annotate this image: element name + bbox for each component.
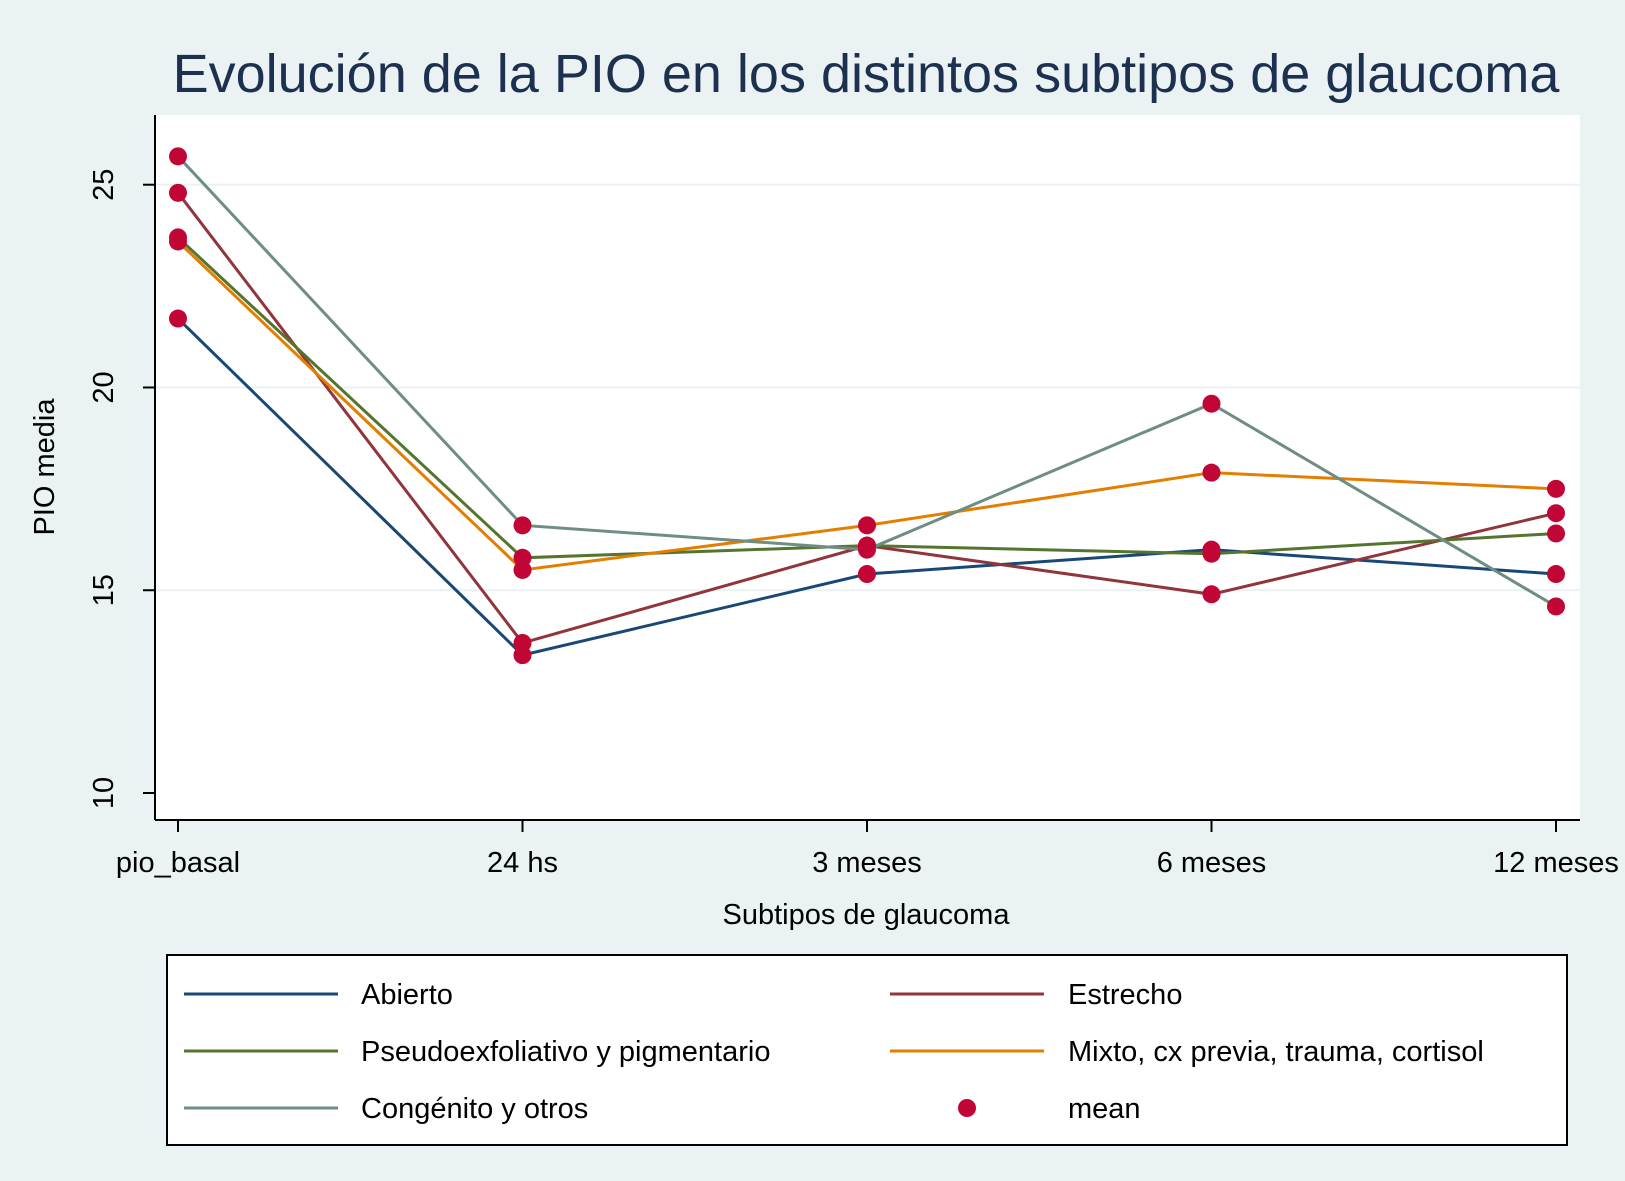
series-markers (169, 147, 1565, 665)
legend-symbol (958, 1099, 976, 1117)
y-axis-label: PIO media (29, 398, 61, 536)
legend-box (166, 954, 1568, 1146)
plot-area (155, 115, 1580, 820)
legend-label: Congénito y otros (361, 1093, 588, 1125)
axes: 10 15 20 25 pio_basal 24 hs 3 meses 6 meses 12 m… (88, 115, 1619, 879)
x-axis-label: Subtipos de glaucoma (723, 899, 1011, 931)
mean-point (513, 516, 532, 535)
mean-point (1547, 479, 1565, 498)
mean-point (858, 540, 876, 559)
mean-point (1202, 394, 1221, 413)
mean-point (169, 232, 187, 251)
mean-point (513, 633, 532, 652)
mean-point (858, 516, 876, 535)
legend: Abierto Estrecho Pseudoexfoliativo y pigme… (166, 954, 1568, 1146)
legend-label: Mixto, cx previa, trauma, cortisol (1068, 1036, 1484, 1068)
legend-label: Abierto (361, 979, 453, 1011)
mean-point (1202, 585, 1221, 604)
mean-point (513, 560, 532, 579)
mean-point (169, 147, 187, 166)
mean-point (1202, 544, 1221, 563)
mean-point (1547, 597, 1565, 616)
mean-point (169, 183, 187, 202)
mean-point (1202, 463, 1221, 482)
mean-point (169, 309, 187, 328)
y-tick-label: 10 (88, 777, 120, 809)
mean-point (1547, 504, 1565, 523)
mean-point (1547, 524, 1565, 543)
y-tick-label: 25 (88, 169, 120, 201)
legend-label: mean (1068, 1093, 1141, 1125)
x-tick-label: 6 meses (1157, 847, 1267, 879)
mean-point (1547, 565, 1565, 584)
chart-title: Evolución de la PIO en los distintos sub… (173, 44, 1561, 104)
mean-point (858, 565, 876, 584)
y-tick-label: 20 (88, 371, 120, 403)
x-tick-label: 12 meses (1493, 847, 1619, 879)
x-tick-label: pio_basal (116, 847, 240, 879)
y-tick-label: 15 (88, 574, 120, 606)
legend-label: Estrecho (1068, 979, 1182, 1011)
x-tick-label: 3 meses (812, 847, 922, 879)
x-tick-label: 24 hs (487, 847, 558, 879)
legend-label: Pseudoexfoliativo y pigmentario (361, 1036, 770, 1068)
